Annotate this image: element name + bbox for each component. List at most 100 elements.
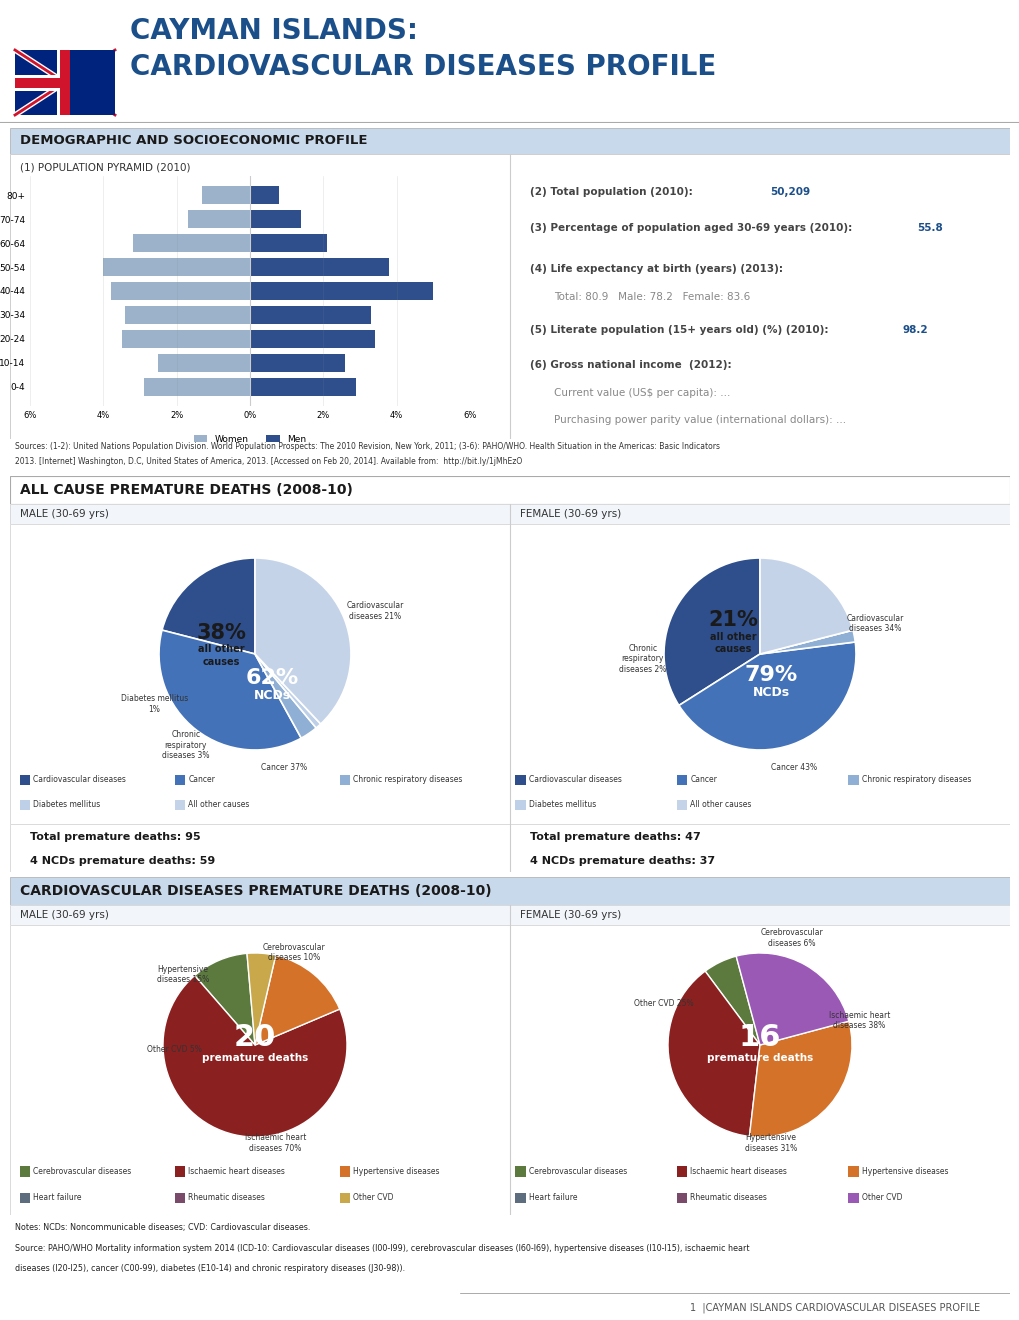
Text: 21%: 21% — [707, 610, 757, 631]
Wedge shape — [255, 558, 351, 723]
Text: Hypertensive diseases: Hypertensive diseases — [861, 1167, 948, 1176]
Bar — [20, 1167, 31, 1177]
Text: Cerebrovascular
diseases 6%: Cerebrovascular diseases 6% — [760, 928, 822, 948]
Bar — [250, 282, 433, 300]
Text: Hypertensive
diseases 15%: Hypertensive diseases 15% — [157, 965, 209, 985]
Wedge shape — [667, 972, 759, 1137]
Bar — [250, 379, 356, 396]
Text: Cardiovascular diseases: Cardiovascular diseases — [34, 775, 126, 784]
Bar — [20, 1193, 31, 1204]
Text: (2) Total population (2010):: (2) Total population (2010): — [529, 187, 695, 197]
Text: Total premature deaths: 47: Total premature deaths: 47 — [530, 833, 700, 842]
Text: premature deaths: premature deaths — [202, 1053, 308, 1063]
Bar — [515, 1193, 525, 1204]
Bar — [20, 800, 31, 809]
Text: 4 NCDs premature deaths: 59: 4 NCDs premature deaths: 59 — [30, 857, 215, 866]
Text: (1) POPULATION PYRAMID (2010): (1) POPULATION PYRAMID (2010) — [20, 162, 191, 173]
Bar — [515, 800, 525, 809]
Bar — [110, 282, 250, 300]
Wedge shape — [162, 558, 255, 653]
Text: (6) Gross national income  (2012):: (6) Gross national income (2012): — [529, 360, 731, 370]
Bar — [187, 210, 250, 227]
Text: (5) Literate population (15+ years old) (%) (2010):: (5) Literate population (15+ years old) … — [529, 325, 832, 334]
Text: Chronic
respiratory
diseases 2%: Chronic respiratory diseases 2% — [619, 644, 665, 673]
Text: Cancer: Cancer — [690, 775, 716, 784]
Text: All other causes: All other causes — [690, 800, 751, 809]
Text: Rheumatic diseases: Rheumatic diseases — [690, 1193, 766, 1203]
Wedge shape — [736, 953, 848, 1045]
Bar — [848, 775, 858, 785]
Text: MALE (30-69 yrs): MALE (30-69 yrs) — [20, 510, 109, 519]
Legend: Women, Men: Women, Men — [190, 432, 310, 447]
Text: Cardiovascular
diseases 21%: Cardiovascular diseases 21% — [346, 601, 404, 620]
Text: NCDs: NCDs — [254, 689, 290, 702]
Text: (4) Life expectancy at birth (years) (2013):: (4) Life expectancy at birth (years) (20… — [529, 264, 782, 275]
Wedge shape — [163, 975, 346, 1137]
Bar — [676, 800, 687, 809]
Text: Cerebrovascular diseases: Cerebrovascular diseases — [528, 1167, 627, 1176]
Bar — [339, 1193, 350, 1204]
Text: Total premature deaths: 95: Total premature deaths: 95 — [30, 833, 201, 842]
Wedge shape — [255, 653, 316, 738]
Bar — [676, 1193, 687, 1204]
Bar — [202, 186, 250, 203]
Wedge shape — [759, 558, 852, 653]
Wedge shape — [759, 630, 852, 653]
Bar — [250, 306, 371, 323]
Text: All other causes: All other causes — [189, 800, 250, 809]
Text: all other: all other — [198, 644, 245, 655]
Bar — [175, 1193, 185, 1204]
Text: Other CVD 25%: Other CVD 25% — [633, 999, 693, 1008]
Bar — [676, 775, 687, 785]
Wedge shape — [255, 956, 339, 1045]
Text: Total: 80.9   Male: 78.2   Female: 83.6: Total: 80.9 Male: 78.2 Female: 83.6 — [553, 292, 750, 301]
Wedge shape — [679, 642, 855, 750]
Text: premature deaths: premature deaths — [706, 1053, 812, 1063]
Bar — [175, 775, 185, 785]
Text: 62%: 62% — [246, 668, 299, 688]
Text: 79%: 79% — [744, 665, 797, 685]
Text: FEMALE (30-69 yrs): FEMALE (30-69 yrs) — [520, 510, 621, 519]
Text: Ischaemic heart diseases: Ischaemic heart diseases — [189, 1167, 285, 1176]
Text: 98.2: 98.2 — [901, 325, 927, 334]
Wedge shape — [704, 956, 759, 1045]
Text: Cerebrovascular diseases: Cerebrovascular diseases — [34, 1167, 131, 1176]
Text: Diabetes mellitus
1%: Diabetes mellitus 1% — [120, 694, 187, 714]
Text: 4 NCDs premature deaths: 37: 4 NCDs premature deaths: 37 — [530, 857, 714, 866]
Text: Chronic
respiratory
diseases 3%: Chronic respiratory diseases 3% — [162, 730, 210, 760]
Text: CARDIOVASCULAR DISEASES PROFILE: CARDIOVASCULAR DISEASES PROFILE — [129, 53, 715, 81]
Text: Sources: (1-2): United Nations Population Division. World Population Prospects: : Sources: (1-2): United Nations Populatio… — [15, 442, 719, 451]
Text: 55.8: 55.8 — [916, 223, 942, 232]
Text: diseases (I20-I25), cancer (C00-99), diabetes (E10-14) and chronic respiratory d: diseases (I20-I25), cancer (C00-99), dia… — [15, 1265, 405, 1274]
Text: Cardiovascular diseases: Cardiovascular diseases — [528, 775, 621, 784]
Bar — [848, 1167, 858, 1177]
Bar — [848, 1193, 858, 1204]
Text: 2013. [Internet] Washington, D.C, United States of America, 2013. [Accessed on F: 2013. [Internet] Washington, D.C, United… — [15, 457, 522, 466]
Bar — [515, 775, 525, 785]
Text: Heart failure: Heart failure — [34, 1193, 82, 1203]
Bar — [250, 259, 389, 276]
Text: NCDs: NCDs — [752, 686, 790, 698]
Text: Hypertensive
diseases 31%: Hypertensive diseases 31% — [744, 1134, 797, 1152]
Bar — [15, 78, 115, 88]
Text: Ischaemic heart
diseases 70%: Ischaemic heart diseases 70% — [245, 1134, 306, 1152]
Wedge shape — [255, 653, 320, 727]
Text: Ischaemic heart diseases: Ischaemic heart diseases — [690, 1167, 787, 1176]
Text: Chronic respiratory diseases: Chronic respiratory diseases — [353, 775, 462, 784]
Text: 20: 20 — [233, 1023, 276, 1052]
Text: Cerebrovascular
diseases 10%: Cerebrovascular diseases 10% — [262, 942, 325, 962]
Bar — [250, 330, 374, 347]
Text: Purchasing power parity value (international dollars): ...: Purchasing power parity value (internati… — [553, 416, 846, 425]
Bar — [125, 306, 250, 323]
Bar — [20, 775, 31, 785]
Text: CARDIOVASCULAR DISEASES PREMATURE DEATHS (2008-10): CARDIOVASCULAR DISEASES PREMATURE DEATHS… — [20, 884, 491, 898]
Wedge shape — [749, 1022, 851, 1137]
Text: Cardiovascular
diseases 34%: Cardiovascular diseases 34% — [846, 614, 903, 634]
Bar — [175, 1167, 185, 1177]
Text: 16: 16 — [738, 1023, 781, 1052]
Text: Ischaemic heart
diseases 38%: Ischaemic heart diseases 38% — [827, 1011, 890, 1031]
Bar — [250, 186, 279, 203]
Text: Rheumatic diseases: Rheumatic diseases — [189, 1193, 265, 1203]
Bar — [515, 1167, 525, 1177]
Bar — [70, 50, 115, 115]
